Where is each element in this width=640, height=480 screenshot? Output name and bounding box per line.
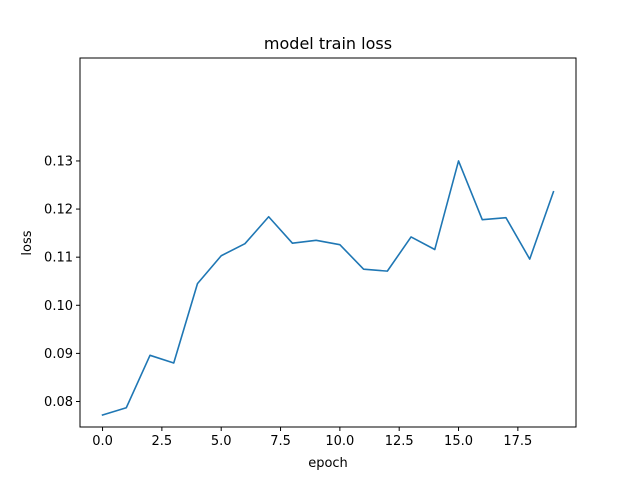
x-tick-label: 5.0	[211, 434, 232, 449]
y-tick-label: 0.13	[44, 154, 73, 169]
x-tick-label: 7.5	[270, 434, 291, 449]
y-tick-label: 0.12	[44, 203, 73, 218]
x-axis-label: epoch	[308, 456, 348, 471]
y-axis-label: loss	[20, 230, 35, 255]
x-tick-label: 10.0	[325, 434, 354, 449]
y-tick-label: 0.11	[44, 251, 73, 266]
x-tick-label: 17.5	[503, 434, 532, 449]
x-tick-label: 0.0	[92, 434, 113, 449]
y-tick-label: 0.09	[44, 347, 73, 362]
x-tick-label: 15.0	[444, 434, 473, 449]
axes-frame	[79, 57, 577, 428]
y-tick-label: 0.08	[44, 395, 73, 410]
x-axis: 0.0 2.5 5.0 7.5 10.0 12.5 15.0 17.5	[92, 427, 532, 449]
chart-title: model train loss	[264, 34, 392, 53]
plot-area	[101, 160, 555, 416]
y-axis: 0.08 0.09 0.10 0.11 0.12 0.13	[44, 154, 80, 410]
series-line	[101, 160, 555, 416]
x-tick-label: 12.5	[385, 434, 414, 449]
x-tick-label: 2.5	[152, 434, 173, 449]
y-tick-label: 0.10	[44, 299, 73, 314]
